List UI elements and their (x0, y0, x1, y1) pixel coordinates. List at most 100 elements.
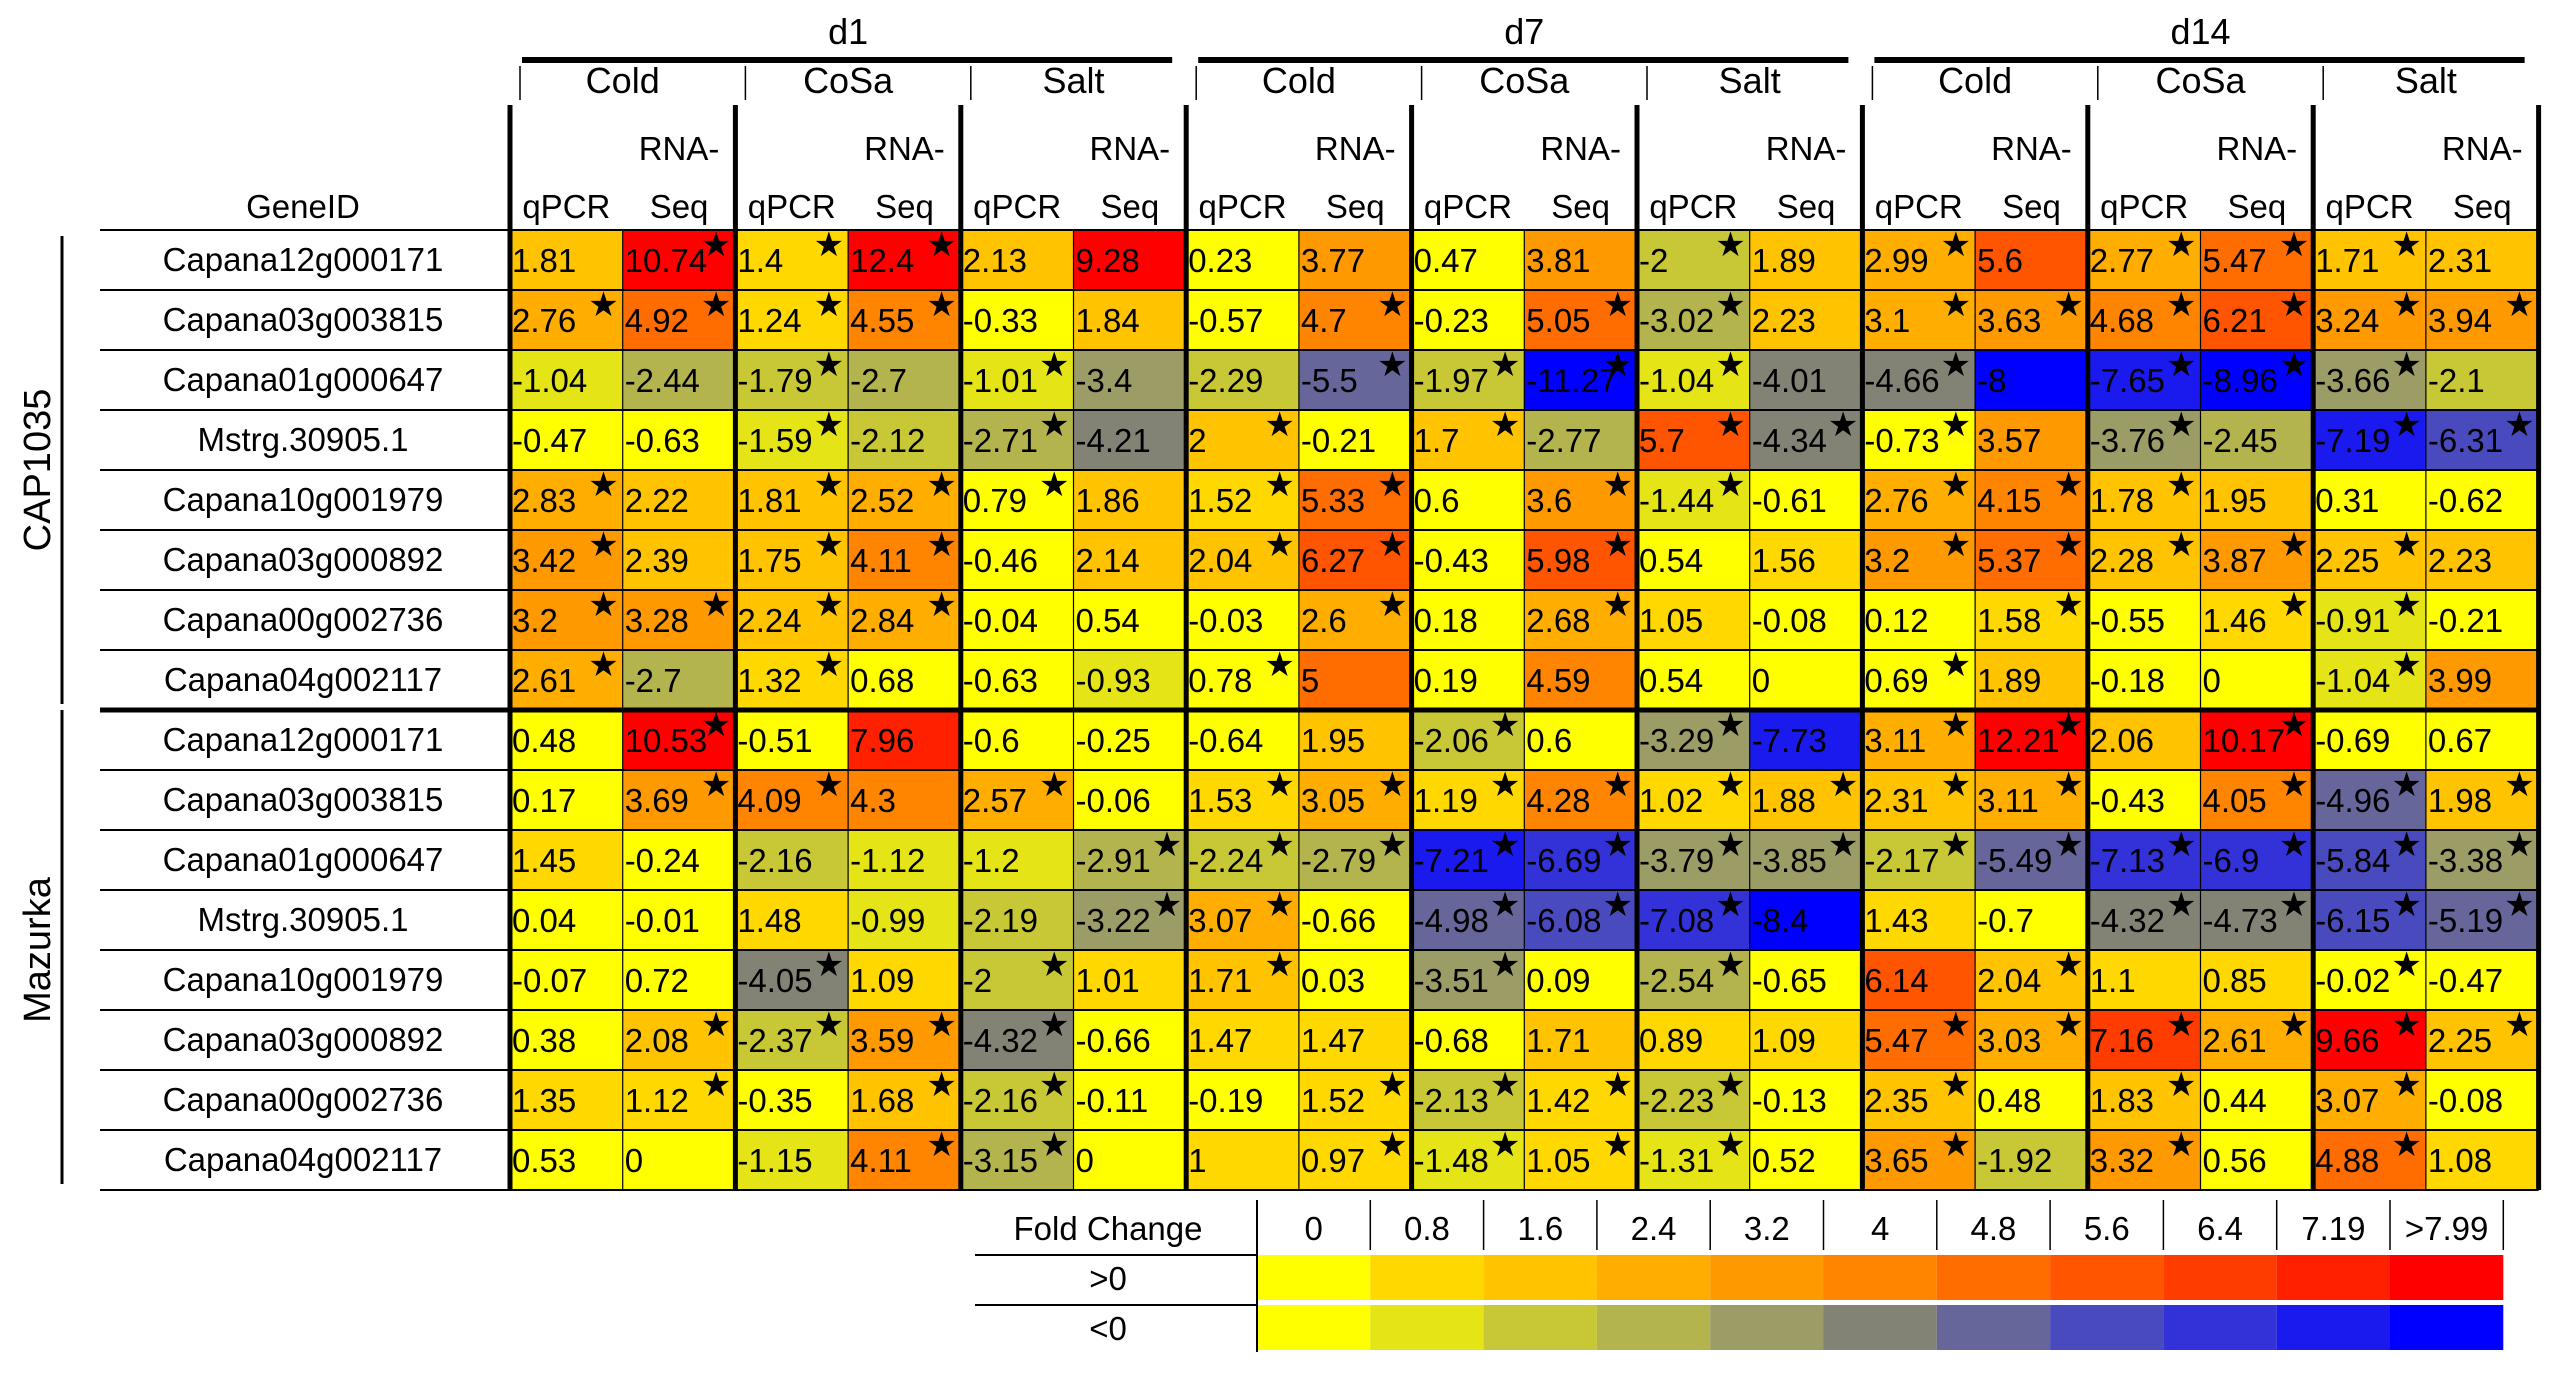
heatmap-cell (2313, 890, 2426, 950)
cell-value-label: 3.24 (2315, 302, 2379, 339)
heatmap-cell (1298, 1010, 1412, 1070)
heatmap-cell (1862, 290, 1976, 350)
cell-value-label: 1.45 (512, 842, 576, 879)
cell-value-label: 3.03 (1977, 1022, 2041, 1059)
significance-star: ★ (1039, 346, 1069, 384)
cell-value-label: -1.31 (1639, 1142, 1714, 1179)
heatmap-cell (848, 1130, 961, 1190)
cell-value-label: -0.03 (1188, 602, 1263, 639)
heatmap-cell (960, 590, 1074, 650)
cell-value-label: -0.47 (512, 422, 587, 459)
cell-value-label: -3.79 (1639, 842, 1714, 879)
cell-value-label: -0.24 (625, 842, 700, 879)
gene-id-label: Capana03g000892 (163, 541, 444, 578)
cell-value-label: -1.04 (2315, 662, 2390, 699)
heatmap-cell (848, 530, 961, 590)
significance-star: ★ (1377, 526, 1407, 564)
cell-value-label: 0.69 (1864, 662, 1928, 699)
cell-value-label: -3.76 (2090, 422, 2165, 459)
cell-value-label: 0.38 (512, 1022, 576, 1059)
cell-value-label: -4.98 (1414, 902, 1489, 939)
cell-value-label: 1.68 (850, 1082, 914, 1119)
cell-value-label: 3.6 (1526, 482, 1572, 519)
heatmap-cell (2200, 1070, 2314, 1130)
cell-value-label: 1.05 (1526, 1142, 1590, 1179)
significance-star: ★ (1941, 646, 1971, 684)
legend-positive-swatch (2163, 1255, 2277, 1300)
heatmap-cell (1411, 890, 1525, 950)
cell-value-label: 1.56 (1752, 542, 1816, 579)
significance-star: ★ (2053, 286, 2083, 324)
cell-value-label: -2.13 (1414, 1082, 1489, 1119)
heatmap-cell (510, 770, 623, 830)
heatmap-cell (1524, 770, 1637, 830)
cell-value-label: 4.3 (850, 782, 896, 819)
heatmap-cell (1524, 650, 1637, 710)
heatmap-cell (1411, 830, 1525, 890)
cell-value-label: -1.12 (850, 842, 925, 879)
heatmap-cell (735, 1070, 849, 1130)
method-header: qPCR (522, 188, 610, 225)
significance-star: ★ (701, 1066, 731, 1104)
cell-value-label: 1.7 (1414, 422, 1460, 459)
heatmap-cell (1186, 410, 1299, 470)
cell-value-label: -5.84 (2315, 842, 2390, 879)
cell-value-label: 4.05 (2203, 782, 2267, 819)
heatmap-cell (2200, 530, 2314, 590)
heatmap-cell (1749, 590, 1863, 650)
heatmap-cell (2087, 950, 2201, 1010)
cell-value-label: 4.28 (1526, 782, 1590, 819)
significance-star: ★ (2279, 286, 2309, 324)
legend-positive-label: >0 (1089, 1260, 1127, 1297)
heatmap-cell (622, 890, 736, 950)
cell-value-label: 1.52 (1301, 1082, 1365, 1119)
cell-value-label: 12.4 (850, 242, 914, 279)
heatmap-cell (2425, 650, 2539, 710)
heatmap-cell (1411, 770, 1525, 830)
heatmap-cell (2087, 890, 2201, 950)
significance-star: ★ (1941, 826, 1971, 864)
heatmap-cell (1862, 830, 1976, 890)
heatmap-cell (1862, 530, 1976, 590)
cell-value-label: -0.21 (1301, 422, 1376, 459)
heatmap-cell (960, 710, 1074, 770)
heatmap-cell (960, 230, 1074, 290)
cell-value-label: 2.39 (625, 542, 689, 579)
significance-star: ★ (701, 1006, 731, 1044)
cell-value-label: 1.89 (1977, 662, 2041, 699)
gene-id-label: Capana03g003815 (163, 301, 444, 338)
cell-value-label: -2 (963, 962, 992, 999)
cell-value-label: 1.09 (1752, 1022, 1816, 1059)
heatmap-cell (1186, 650, 1299, 710)
cell-value-label: 2.22 (625, 482, 689, 519)
significance-star: ★ (814, 286, 844, 324)
method-header: RNA- (1090, 130, 1171, 167)
heatmap-cell (1862, 230, 1976, 290)
heatmap-cell (622, 1130, 736, 1190)
significance-star: ★ (1941, 466, 1971, 504)
heatmap-cell (2425, 410, 2539, 470)
heatmap-cell (960, 350, 1074, 410)
cell-value-label: -0.04 (963, 602, 1038, 639)
heatmap-cell (735, 470, 849, 530)
heatmap-cell (1862, 470, 1976, 530)
heatmap-cell (2313, 590, 2426, 650)
cell-value-label: -7.21 (1414, 842, 1489, 879)
heatmap-cell (1298, 230, 1412, 290)
cell-value-label: -1.2 (963, 842, 1020, 879)
heatmap-cell (622, 650, 736, 710)
condition-header: CoSa (2155, 60, 2246, 101)
cell-value-label: 0.6 (1414, 482, 1460, 519)
heatmap-cell (2313, 650, 2426, 710)
cell-value-label: -2.16 (963, 1082, 1038, 1119)
cell-value-label: -0.43 (2090, 782, 2165, 819)
cell-value-label: 3.42 (512, 542, 576, 579)
cell-value-label: 2.35 (1864, 1082, 1928, 1119)
significance-star: ★ (814, 346, 844, 384)
heatmap-cell (622, 1010, 736, 1070)
cell-value-label: 0 (1752, 662, 1770, 699)
heatmap-cell (960, 770, 1074, 830)
method-header: qPCR (973, 188, 1061, 225)
cell-value-label: -2.12 (850, 422, 925, 459)
legend-positive-swatch (1370, 1255, 1484, 1300)
